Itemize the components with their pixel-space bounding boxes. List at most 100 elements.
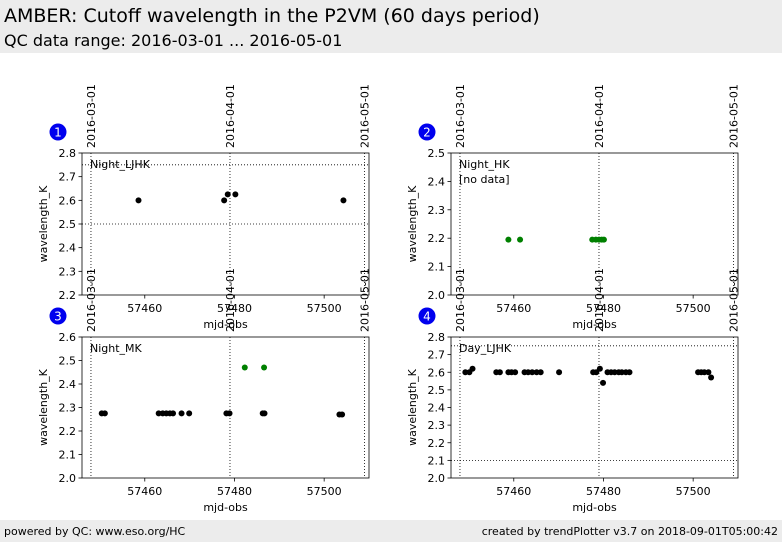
x-axis-label: mjd-obs <box>203 501 248 514</box>
y-tick-label: 2.2 <box>428 232 446 245</box>
date-label: 2016-04-01 <box>224 84 237 148</box>
data-point <box>101 410 108 417</box>
y-tick-label: 2.5 <box>59 218 77 231</box>
x-tick-label: 57480 <box>217 302 252 315</box>
data-point <box>232 191 239 198</box>
dataset-label: Night_MK <box>90 342 143 355</box>
data-point <box>708 374 715 381</box>
data-point <box>224 191 231 198</box>
panel-number-badge <box>418 123 436 141</box>
x-tick-label: 57500 <box>307 485 342 498</box>
panel-number-badge <box>418 307 436 325</box>
x-tick-label: 57500 <box>307 302 342 315</box>
date-label: 2016-03-01 <box>454 268 467 332</box>
footer-credit: powered by QC: www.eso.org/HC <box>4 525 186 538</box>
data-point <box>221 197 228 204</box>
header-bar: AMBER: Cutoff wavelength in the P2VM (60… <box>0 0 782 53</box>
date-label: 2016-03-01 <box>85 268 98 332</box>
chart-panel-4: 2016-03-01 2016-04-01 2016-05-01 2.0 2.1 2.2 2… <box>406 268 741 514</box>
chart-panel-1: 2016-03-01 2016-04-01 2016-05-01 2.2 2.3 2.4 2… <box>37 84 372 331</box>
panel-number: 3 <box>54 310 62 324</box>
y-tick-label: 2.6 <box>428 366 446 379</box>
data-point <box>261 364 268 371</box>
x-tick-label: 57460 <box>127 302 162 315</box>
x-tick-label: 57460 <box>496 485 531 498</box>
date-label: 2016-04-01 <box>224 268 237 332</box>
x-tick-label: 57480 <box>586 485 621 498</box>
y-tick-label: 2.2 <box>59 425 77 438</box>
date-label: 2016-03-01 <box>85 84 98 148</box>
data-point <box>537 369 544 376</box>
y-tick-label: 2.2 <box>428 437 446 450</box>
y-axis-label: wavelength_K <box>37 368 50 446</box>
data-point <box>517 236 524 243</box>
data-point <box>596 365 603 372</box>
dataset-label: Night_HK <box>459 158 510 171</box>
data-point <box>505 236 512 243</box>
y-tick-label: 2.8 <box>428 331 446 344</box>
y-tick-label: 2.5 <box>428 147 446 160</box>
y-tick-label: 2.4 <box>428 402 446 415</box>
panel-number-badge <box>49 307 67 325</box>
chart-panel-3: 2016-03-01 2016-04-01 2016-05-01 2.0 2.1 2.2 2… <box>37 268 372 514</box>
data-point <box>261 410 268 417</box>
y-axis-label: wavelength_K <box>37 185 50 263</box>
data-point <box>626 369 633 376</box>
y-tick-label: 2.7 <box>428 349 446 362</box>
page-title: AMBER: Cutoff wavelength in the P2VM (60… <box>4 5 540 27</box>
data-point <box>226 410 233 417</box>
panel-number-badge <box>49 123 67 141</box>
y-tick-label: 2.0 <box>428 289 446 302</box>
footer-bar: powered by QC: www.eso.org/HC created by… <box>0 520 782 542</box>
panel-number: 2 <box>423 126 431 140</box>
data-point <box>529 369 536 376</box>
data-point <box>170 410 177 417</box>
x-axis-label: mjd-obs <box>203 318 248 331</box>
data-point <box>469 365 476 372</box>
y-tick-label: 2.1 <box>59 449 77 462</box>
y-tick-label: 2.5 <box>59 355 77 368</box>
x-tick-label: 57500 <box>676 485 711 498</box>
y-tick-label: 2.6 <box>59 194 77 207</box>
date-label: 2016-04-01 <box>593 84 606 148</box>
x-tick-label: 57480 <box>217 485 252 498</box>
y-tick-label: 2.6 <box>59 331 77 344</box>
y-axis-label: wavelength_K <box>406 185 419 263</box>
x-tick-label: 57500 <box>676 302 711 315</box>
date-label: 2016-05-01 <box>359 84 372 148</box>
y-tick-label: 2.4 <box>59 242 77 255</box>
date-label: 2016-04-01 <box>593 268 606 332</box>
y-tick-label: 2.7 <box>59 171 77 184</box>
date-label: 2016-05-01 <box>728 268 741 332</box>
no-data-note: [no data] <box>459 173 510 186</box>
date-label: 2016-05-01 <box>728 84 741 148</box>
panel-number: 1 <box>54 126 62 140</box>
x-tick-label: 57480 <box>586 302 621 315</box>
plot-frame <box>450 152 739 296</box>
data-point <box>135 197 142 204</box>
plot-frame <box>81 336 370 479</box>
data-point <box>186 410 193 417</box>
data-point <box>705 369 712 376</box>
y-tick-label: 2.0 <box>59 472 77 485</box>
x-axis-label: mjd-obs <box>572 501 617 514</box>
dataset-label: Night_LJHK <box>90 158 151 171</box>
y-tick-label: 2.1 <box>428 261 446 274</box>
y-tick-label: 2.4 <box>428 175 446 188</box>
y-tick-label: 2.5 <box>428 384 446 397</box>
y-tick-label: 2.4 <box>59 378 77 391</box>
data-point <box>512 369 519 376</box>
footer-created: created by trendPlotter v3.7 on 2018-09-… <box>481 525 778 538</box>
y-tick-label: 2.1 <box>428 454 446 467</box>
y-tick-label: 2.2 <box>59 289 77 302</box>
data-point <box>600 236 607 243</box>
data-point <box>339 411 346 418</box>
data-point <box>178 410 185 417</box>
data-point <box>600 379 607 386</box>
dataset-label: Day_LJHK <box>459 342 512 355</box>
data-point <box>241 364 248 371</box>
y-axis-label: wavelength_K <box>406 368 419 446</box>
data-point <box>496 369 503 376</box>
y-tick-label: 2.0 <box>428 472 446 485</box>
